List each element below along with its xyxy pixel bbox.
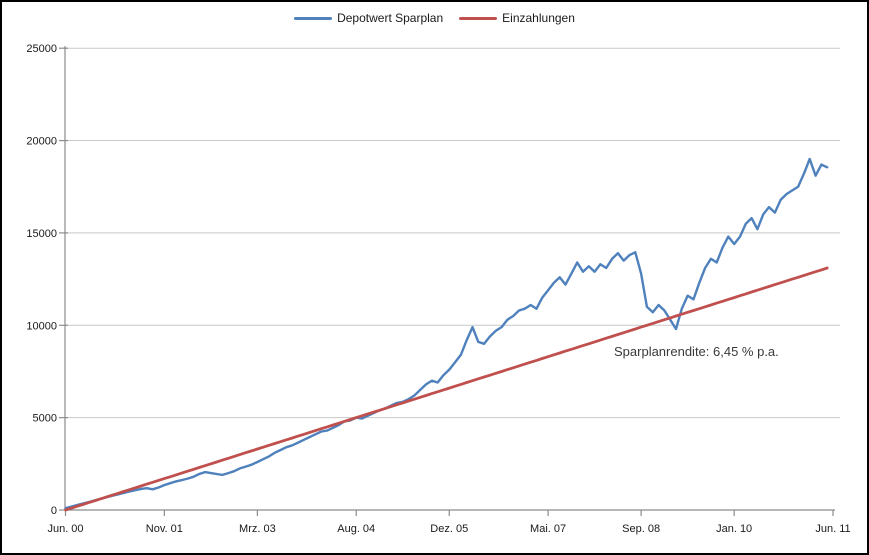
y-axis-tick-label: 0 — [51, 505, 57, 517]
y-axis-tick-label: 10000 — [26, 320, 57, 332]
einzahlungen-line[interactable] — [64, 266, 829, 512]
legend-item-depotwert[interactable]: Depotwert Sparplan — [294, 11, 443, 25]
x-axis-tick-label: Jun. 11 — [815, 523, 850, 535]
legend: Depotwert Sparplan Einzahlungen — [2, 11, 867, 25]
einzahlungen-line-swatch — [459, 16, 498, 20]
legend-label-einzahlungen: Einzahlungen — [502, 11, 575, 25]
legend-label-depotwert: Depotwert Sparplan — [337, 11, 444, 25]
x-axis-tick-label: Dez. 05 — [430, 523, 468, 535]
x-axis-tick-label: Aug. 04 — [337, 523, 375, 535]
return-annotation[interactable]: Sparplanrendite: 6,45 % p.a. — [614, 344, 779, 359]
y-axis-tick-label: 15000 — [26, 228, 57, 240]
x-axis-tick-label: Nov. 01 — [146, 523, 183, 535]
x-axis-tick-label: Mrz. 03 — [239, 523, 276, 535]
y-axis-tick-label: 25000 — [26, 43, 57, 55]
depotwert-line-swatch — [294, 16, 333, 20]
legend-item-einzahlungen[interactable]: Einzahlungen — [459, 11, 575, 25]
x-axis-tick-label: Jan. 10 — [716, 523, 752, 535]
y-axis-tick-label: 5000 — [33, 413, 57, 425]
depotwert-line[interactable] — [64, 157, 829, 510]
y-axis-tick-label: 20000 — [26, 136, 57, 148]
x-axis-tick-label: Mai. 07 — [530, 523, 566, 535]
x-axis-tick-label: Sep. 08 — [622, 523, 660, 535]
x-axis-tick-label: Jun. 00 — [47, 523, 83, 535]
